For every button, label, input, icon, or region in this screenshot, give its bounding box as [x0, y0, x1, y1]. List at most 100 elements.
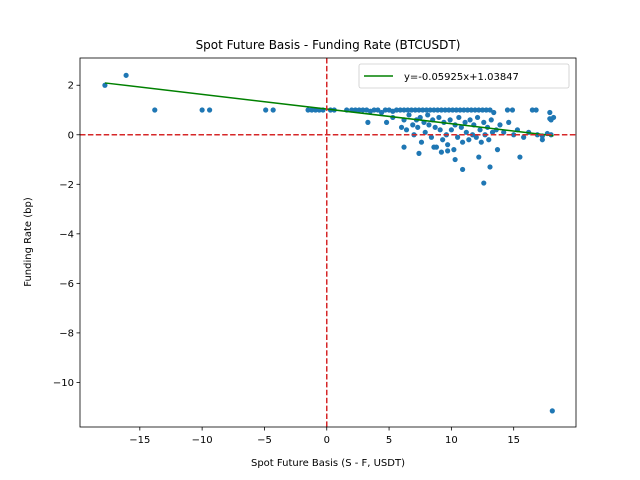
x-axis-label: Spot Future Basis (S - F, USDT) [251, 458, 405, 469]
data-point [356, 107, 362, 113]
data-point [432, 124, 438, 130]
data-point [529, 107, 535, 113]
y-tick-label: −10 [53, 378, 74, 389]
data-point [382, 107, 388, 113]
data-point [123, 72, 129, 78]
data-point [461, 107, 467, 113]
legend-box [358, 63, 570, 89]
data-point [437, 127, 443, 133]
data-point [521, 134, 527, 140]
data-point [401, 107, 407, 113]
data-point [312, 107, 319, 113]
chart-title: Spot Future Basis - Funding Rate (BTCUSD… [196, 38, 461, 52]
data-point [427, 107, 433, 113]
data-point [509, 107, 516, 113]
y-tick-label: −4 [59, 229, 74, 240]
y-tick-label: −2 [59, 180, 74, 191]
data-point [481, 180, 487, 186]
data-point [309, 107, 315, 113]
x-tick-label: −10 [192, 435, 213, 446]
data-point [452, 156, 458, 163]
data-point [517, 154, 523, 160]
data-point [468, 107, 474, 113]
data-point [207, 107, 213, 113]
data-point [406, 112, 412, 118]
data-point [491, 109, 497, 116]
data-point [417, 114, 423, 121]
data-point [457, 107, 463, 113]
data-point [446, 107, 452, 113]
data-point [481, 119, 487, 125]
data-point [263, 107, 269, 113]
data-point [511, 132, 517, 138]
data-point [549, 408, 555, 414]
data-point [408, 107, 415, 113]
data-point [462, 119, 468, 125]
data-point [423, 107, 430, 113]
data-point [352, 107, 359, 113]
data-point [494, 147, 501, 153]
data-point [489, 129, 496, 135]
y-tick-label: −8 [59, 328, 74, 339]
data-point [488, 117, 494, 123]
data-point [478, 139, 484, 145]
data-point [199, 107, 205, 113]
x-tick-label: −15 [129, 435, 150, 446]
data-point [398, 124, 405, 130]
data-point [547, 116, 553, 122]
data-point [547, 109, 553, 116]
data-point [425, 112, 431, 118]
data-point [426, 122, 432, 128]
data-point [418, 139, 425, 145]
data-point [472, 107, 478, 113]
data-point [487, 164, 493, 170]
data-point [152, 107, 158, 113]
data-point [375, 107, 381, 113]
data-point [466, 137, 472, 143]
data-point [455, 134, 461, 140]
data-point [451, 147, 457, 153]
data-point [458, 124, 464, 130]
x-tick-label: 10 [445, 435, 458, 446]
x-tick-label: −5 [257, 435, 272, 446]
data-point [501, 129, 507, 135]
data-point [428, 134, 435, 140]
data-point [403, 127, 410, 133]
data-point [422, 129, 428, 135]
data-point [438, 149, 445, 155]
data-point [474, 114, 481, 121]
legend-label-fit: y=-0.05925x+1.03847 [404, 72, 519, 83]
data-point [483, 107, 489, 113]
data-point [453, 107, 459, 113]
data-point [397, 107, 403, 113]
data-point [467, 117, 473, 123]
data-point [463, 129, 469, 135]
data-point [476, 107, 482, 113]
plot-area [80, 58, 576, 427]
data-point [436, 114, 442, 121]
x-tick-label: 5 [386, 435, 392, 446]
data-point [102, 82, 108, 88]
data-point [270, 107, 276, 113]
data-point [445, 142, 451, 148]
data-point [450, 107, 456, 113]
y-tick-label: −6 [59, 279, 74, 290]
data-point [448, 127, 454, 133]
legend: y=-0.05925x+1.03847 [358, 63, 570, 89]
data-point [473, 134, 479, 140]
data-point [487, 107, 493, 113]
y-tick-label: 2 [68, 81, 74, 92]
data-point [477, 127, 483, 133]
data-point [383, 119, 390, 125]
data-point [371, 107, 377, 113]
data-point [410, 122, 416, 128]
fit-line [104, 82, 554, 137]
data-point [415, 124, 421, 130]
data-point [405, 107, 411, 113]
data-point [506, 119, 512, 125]
data-point [420, 107, 426, 113]
data-point [431, 144, 437, 150]
x-tick-label: 15 [507, 435, 520, 446]
